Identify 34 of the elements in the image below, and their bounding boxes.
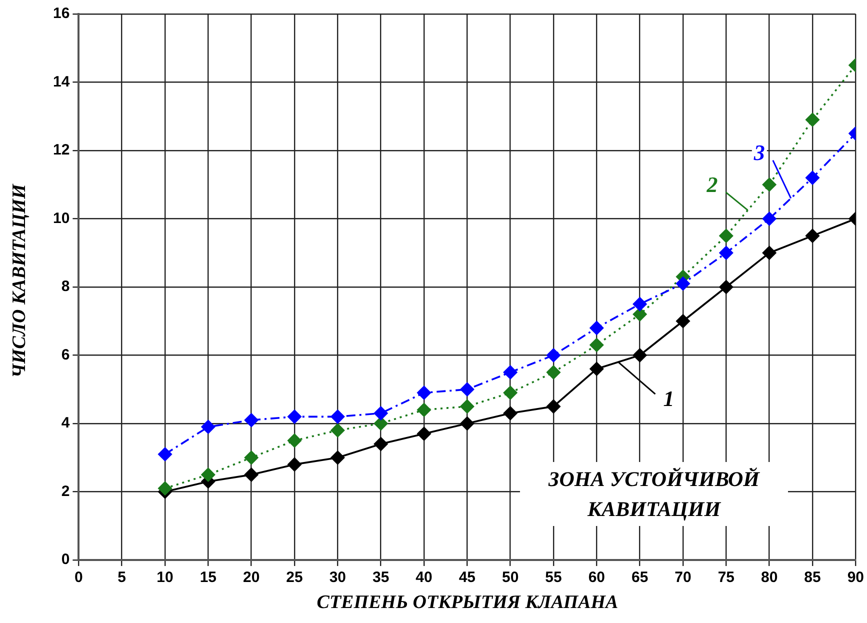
x-tick-label: 30	[329, 569, 346, 586]
x-tick-label: 20	[243, 569, 260, 586]
y-tick-label: 8	[61, 278, 70, 296]
x-axis-title: СТЕПЕНЬ ОТКРЫТИЯ КЛАПАНА	[316, 592, 620, 614]
y-tick-label: 6	[61, 346, 70, 364]
x-tick-label: 5	[118, 569, 126, 586]
x-tick-label: 85	[804, 569, 821, 586]
x-tick-label: 40	[416, 569, 432, 586]
y-tick-label: 2	[61, 482, 70, 500]
x-tick-label: 10	[156, 569, 174, 586]
x-tick-label: 75	[718, 569, 735, 586]
x-tick-label: 55	[545, 569, 562, 586]
x-tick-label: 90	[847, 569, 864, 586]
x-tick-label: 45	[458, 569, 476, 586]
y-axis-title: ЧИСЛО КАВИТАЦИИ	[9, 182, 31, 380]
x-tick-label: 60	[588, 569, 606, 586]
y-tick-label: 12	[52, 142, 70, 159]
series-label: 1	[663, 386, 674, 411]
y-tick-label: 0	[61, 551, 70, 568]
series-label: 3	[752, 140, 765, 165]
x-tick-label: 0	[74, 569, 83, 586]
x-tick-label: 65	[631, 569, 648, 586]
x-tick-label: 70	[674, 569, 692, 586]
x-tick-label: 15	[200, 569, 217, 586]
x-tick-label: 25	[286, 569, 303, 586]
x-tick-label: 80	[760, 569, 778, 586]
y-tick-label: 4	[61, 414, 70, 432]
series-label: 2	[706, 172, 718, 197]
y-tick-label: 16	[52, 5, 70, 22]
y-tick-label: 10	[52, 210, 70, 227]
x-tick-label: 50	[502, 569, 519, 586]
annotation: ЗОНА УСТОЙЧИВОЙ КАВИТАЦИИ	[520, 462, 788, 526]
y-tick-label: 14	[52, 73, 70, 90]
x-tick-label: 35	[372, 569, 390, 586]
